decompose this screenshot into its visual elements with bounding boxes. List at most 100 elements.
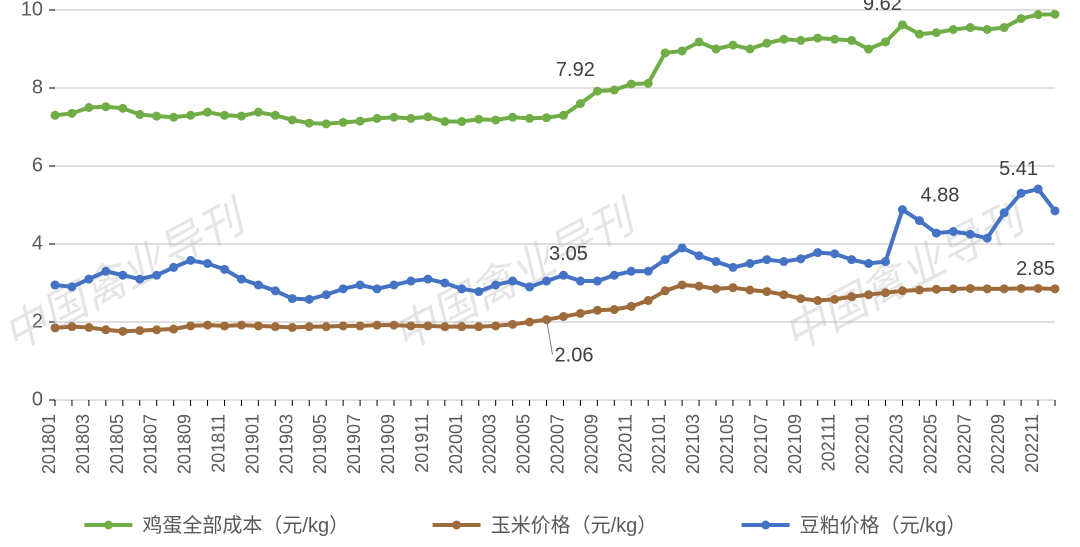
series-marker-soymeal_price [525, 282, 534, 291]
series-marker-egg_cost [593, 87, 602, 96]
series-marker-corn_price [779, 290, 788, 299]
series-marker-corn_price [423, 321, 432, 330]
data-label: 4.88 [920, 185, 959, 207]
series-marker-corn_price [237, 321, 246, 330]
series-marker-egg_cost [271, 111, 280, 120]
series-marker-egg_cost [254, 108, 263, 117]
legend-marker [761, 521, 770, 530]
series-marker-soymeal_price [288, 294, 297, 303]
x-axis-label: 202111 [819, 414, 839, 471]
series-marker-egg_cost [457, 117, 466, 126]
y-axis-label: 8 [32, 76, 43, 98]
series-marker-egg_cost [356, 117, 365, 126]
series-marker-corn_price [525, 318, 534, 327]
series-marker-corn_price [254, 321, 263, 330]
series-marker-soymeal_price [389, 280, 398, 289]
series-marker-corn_price [135, 326, 144, 335]
line-chart: 0246810中国禽业导刊中国禽业导刊中国禽业导刊201801201803201… [0, 0, 1080, 547]
series-marker-soymeal_price [779, 257, 788, 266]
series-marker-soymeal_price [169, 263, 178, 272]
x-axis-label: 202103 [683, 414, 703, 474]
series-marker-corn_price [457, 322, 466, 331]
series-marker-soymeal_price [644, 267, 653, 276]
series-marker-egg_cost [627, 80, 636, 89]
x-axis-label: 201807 [141, 414, 161, 474]
x-axis-label: 202001 [446, 414, 466, 474]
series-marker-egg_cost [288, 115, 297, 124]
series-marker-soymeal_price [508, 277, 517, 286]
series-marker-soymeal_price [593, 277, 602, 286]
series-marker-egg_cost [915, 30, 924, 39]
series-marker-soymeal_price [542, 277, 551, 286]
series-marker-corn_price [169, 325, 178, 334]
series-marker-egg_cost [440, 117, 449, 126]
series-marker-corn_price [864, 290, 873, 299]
series-marker-egg_cost [84, 103, 93, 112]
series-marker-egg_cost [169, 113, 178, 122]
series-marker-egg_cost [542, 113, 551, 122]
series-marker-soymeal_price [356, 280, 365, 289]
series-marker-corn_price [949, 284, 958, 293]
series-marker-corn_price [745, 286, 754, 295]
series-marker-egg_cost [762, 39, 771, 48]
data-label: 7.92 [556, 59, 595, 81]
legend-label: 豆粕价格（元/kg） [800, 514, 967, 537]
series-marker-egg_cost [745, 45, 754, 54]
data-label: 9.89 [1024, 0, 1063, 4]
series-marker-corn_price [406, 321, 415, 330]
series-marker-soymeal_price [84, 275, 93, 284]
series-marker-egg_cost [406, 114, 415, 123]
series-marker-soymeal_price [881, 257, 890, 266]
series-marker-egg_cost [1034, 10, 1043, 19]
series-marker-corn_price [186, 321, 195, 330]
series-marker-soymeal_price [254, 280, 263, 289]
series-marker-soymeal_price [152, 271, 161, 280]
series-marker-egg_cost [474, 115, 483, 124]
series-marker-soymeal_price [915, 216, 924, 225]
series-marker-soymeal_price [559, 271, 568, 280]
x-axis-label: 202107 [751, 414, 771, 474]
series-marker-corn_price [898, 286, 907, 295]
series-marker-soymeal_price [576, 277, 585, 286]
series-marker-soymeal_price [728, 263, 737, 272]
series-marker-corn_price [101, 325, 110, 334]
series-marker-egg_cost [661, 48, 670, 57]
series-marker-soymeal_price [203, 259, 212, 268]
series-marker-corn_price [712, 284, 721, 293]
series-marker-corn_price [356, 321, 365, 330]
series-marker-egg_cost [864, 45, 873, 54]
series-marker-soymeal_price [51, 280, 60, 289]
series-marker-corn_price [339, 321, 348, 330]
series-marker-egg_cost [779, 35, 788, 44]
series-marker-egg_cost [389, 113, 398, 122]
data-label: 9.62 [863, 0, 902, 15]
series-marker-soymeal_price [610, 271, 619, 280]
series-marker-egg_cost [830, 35, 839, 44]
series-marker-corn_price [288, 323, 297, 332]
x-axis-label: 201905 [310, 414, 330, 474]
series-marker-soymeal_price [1034, 185, 1043, 194]
series-marker-egg_cost [932, 28, 941, 37]
series-marker-corn_price [1034, 284, 1043, 293]
series-marker-soymeal_price [474, 287, 483, 296]
x-axis-label: 201903 [276, 414, 296, 474]
series-marker-egg_cost [525, 114, 534, 123]
series-marker-corn_price [67, 322, 76, 331]
chart-svg: 0246810中国禽业导刊中国禽业导刊中国禽业导刊201801201803201… [0, 0, 1080, 547]
x-axis-label: 202003 [480, 414, 500, 474]
x-axis-label: 201801 [39, 414, 59, 474]
series-marker-soymeal_price [966, 230, 975, 239]
series-marker-corn_price [678, 280, 687, 289]
series-marker-egg_cost [101, 102, 110, 111]
x-axis-label: 202205 [920, 414, 940, 474]
series-marker-egg_cost [135, 110, 144, 119]
legend-marker [104, 521, 113, 530]
legend-marker [452, 521, 461, 530]
series-marker-corn_price [389, 321, 398, 330]
series-marker-soymeal_price [813, 248, 822, 257]
x-axis-label: 201805 [107, 414, 127, 474]
series-marker-egg_cost [322, 119, 331, 128]
series-marker-egg_cost [847, 36, 856, 45]
x-axis-label: 201803 [73, 414, 93, 474]
series-marker-corn_price [474, 322, 483, 331]
